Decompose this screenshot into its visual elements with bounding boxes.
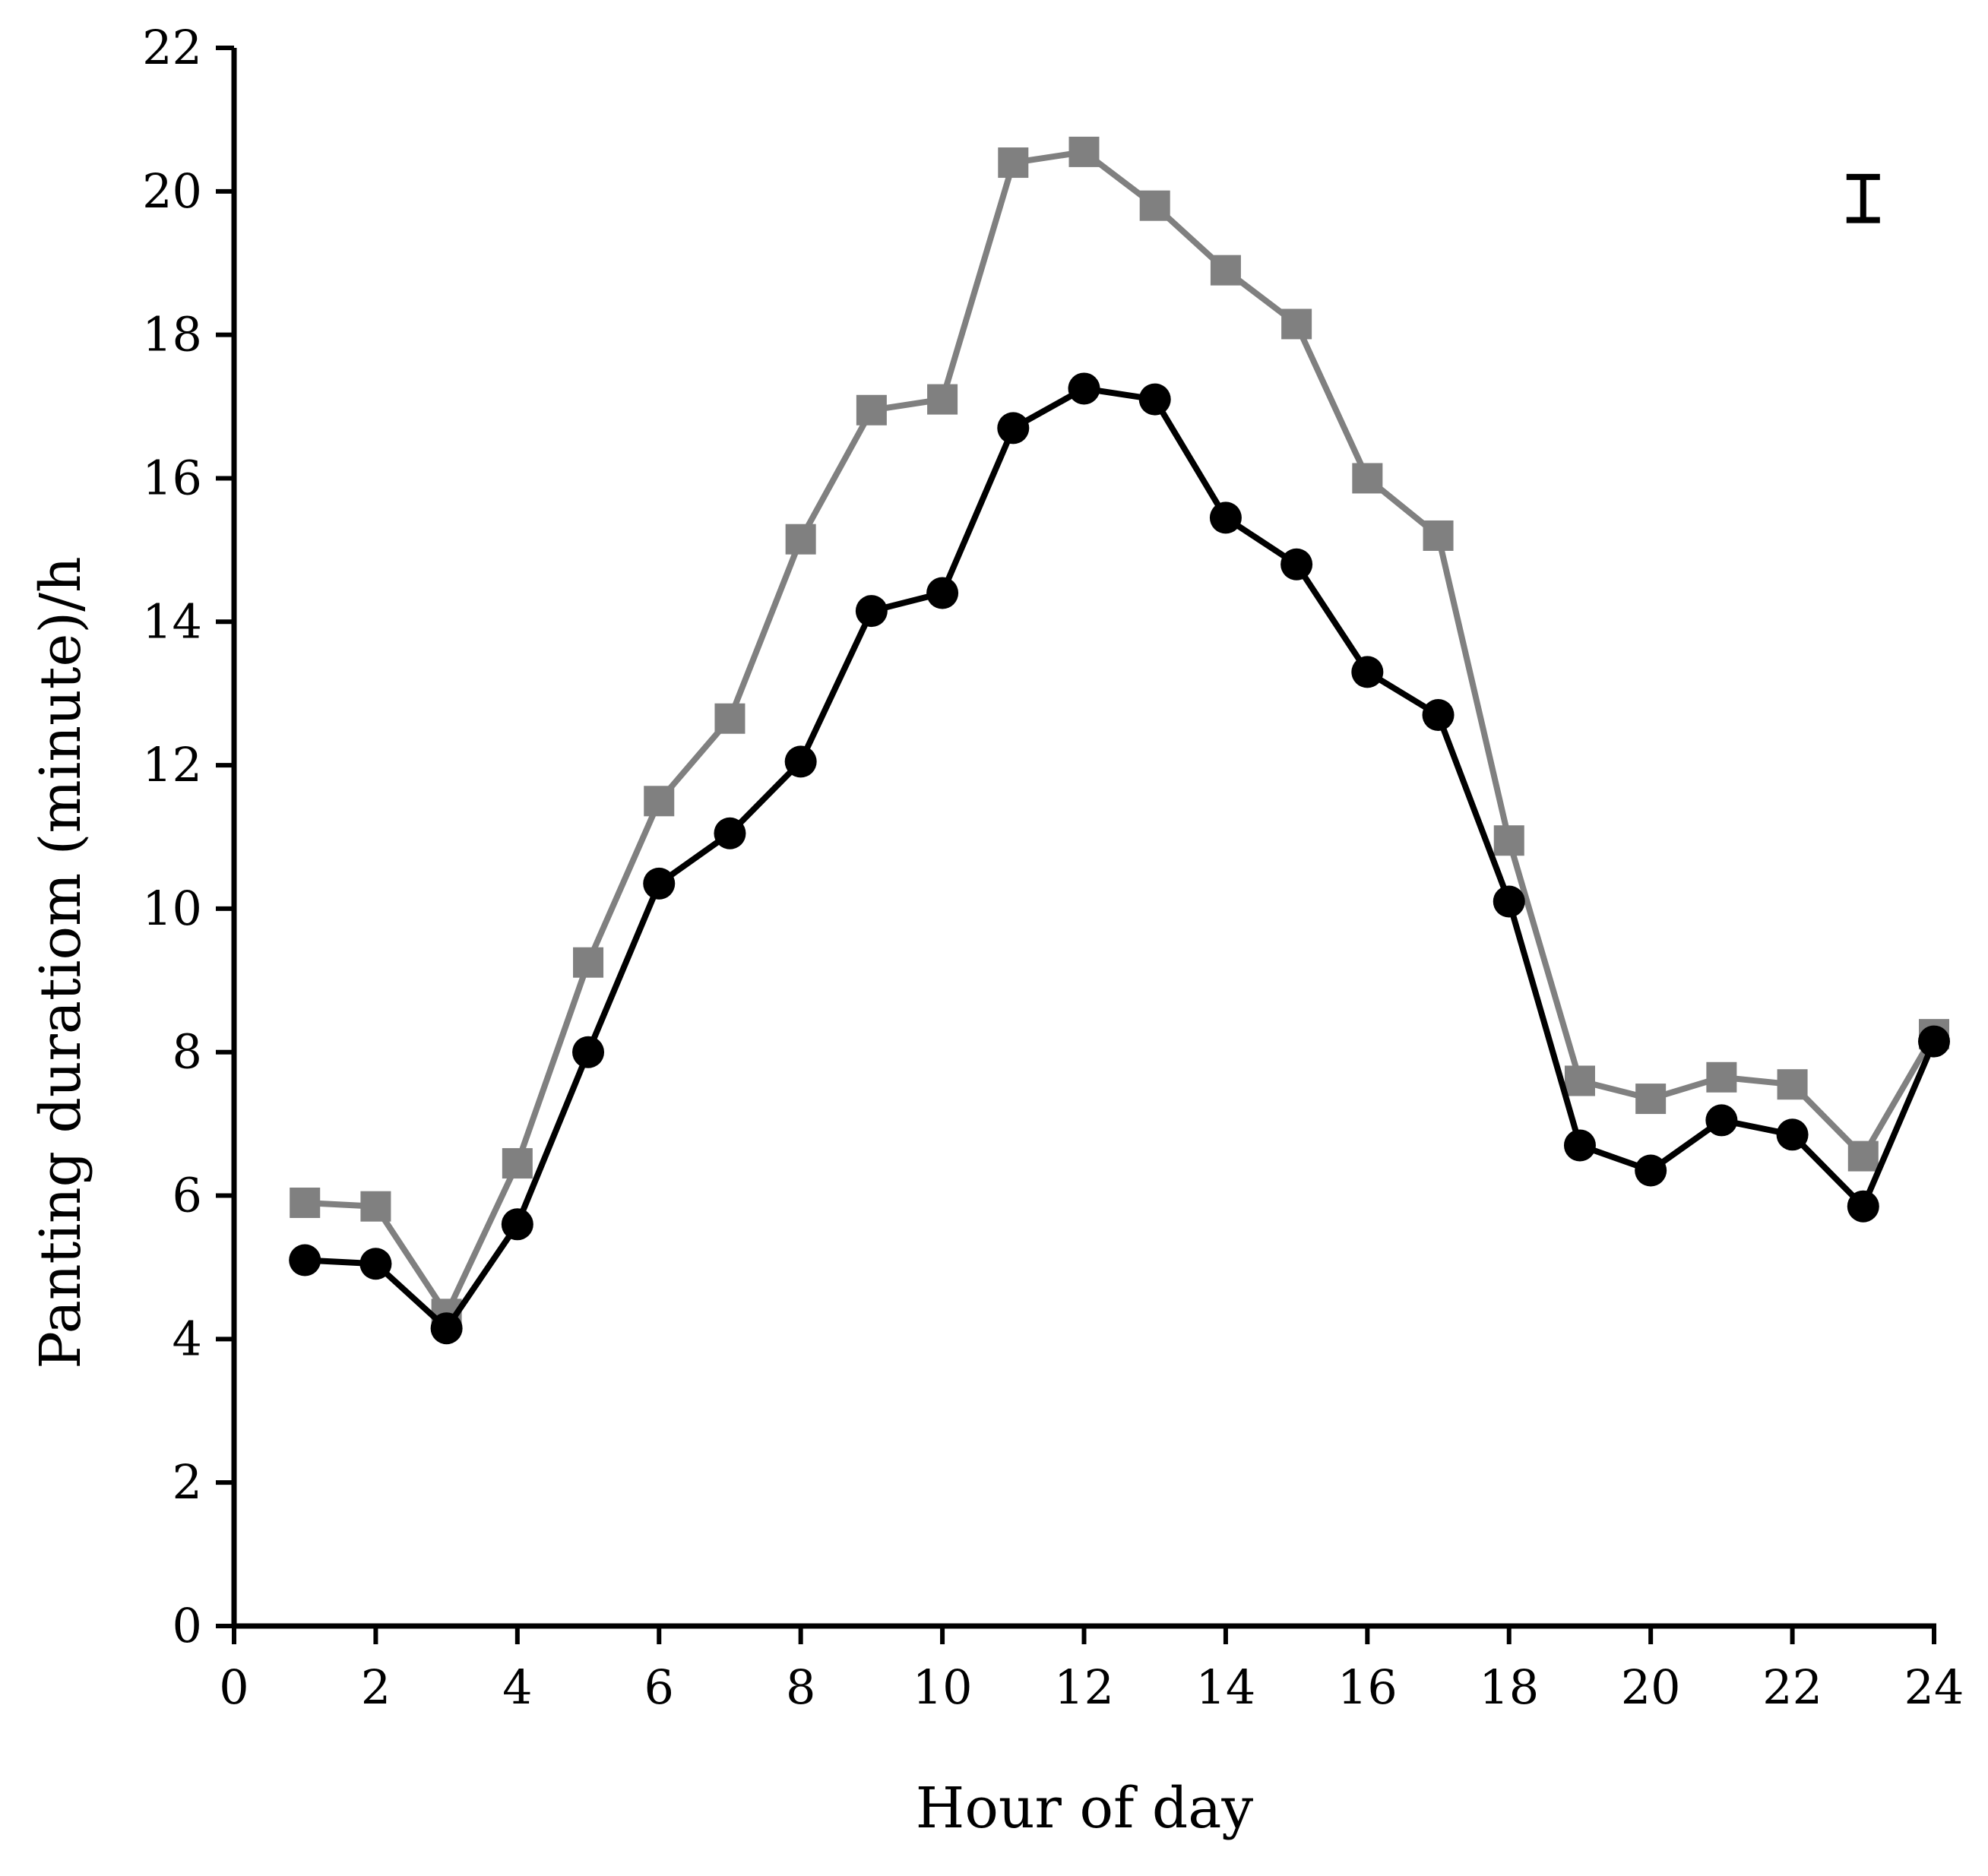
y-tick-label: 0 [173,1598,202,1653]
x-tick-label: 24 [1904,1659,1964,1715]
series-2-line [304,385,1937,1332]
series-1-point [1423,520,1454,551]
series-2 [289,372,1950,1345]
y-tick-label: 12 [142,737,202,792]
series-1-point [573,947,604,978]
series-2-point [1776,1118,1809,1151]
error-bar-group [1846,173,1880,223]
x-tick-label: 12 [1054,1659,1114,1715]
series-2-point [784,745,817,778]
series-2-point [1493,885,1525,918]
series-1-point [1706,1061,1737,1093]
series-1-point [360,1191,391,1222]
series-1-point [1564,1065,1595,1096]
series-2-point [1209,501,1242,534]
series-2-point [1422,699,1455,732]
series-2-point [572,1036,605,1068]
y-tick-label: 8 [173,1024,202,1080]
x-tick-label: 2 [361,1659,391,1715]
y-tick-label: 16 [142,450,202,505]
series-1-point [290,1187,321,1218]
x-axis-title: Hour of day [916,1776,1254,1841]
y-axis-title: Panting duratiom (minute)/h [28,556,93,1368]
series-2-point [1563,1129,1596,1162]
series-2-point [643,867,676,900]
x-tick-label: 16 [1337,1659,1398,1715]
y-tick-label: 22 [142,20,202,75]
series-1-point [1847,1140,1879,1172]
series-1-point [502,1148,533,1179]
series-2-point [289,1244,321,1277]
y-tick-label: 18 [142,307,202,362]
y-tick-label: 20 [142,163,202,219]
series-1-point [1068,136,1100,167]
x-tick-label: 10 [913,1659,973,1715]
y-tick-label: 4 [173,1311,202,1366]
series-2-point [997,412,1030,444]
x-tick-label: 4 [502,1659,532,1715]
x-tick-label: 8 [786,1659,815,1715]
series-2-point [1280,548,1313,581]
series-2-point [1635,1154,1667,1187]
series-1-point [1352,463,1383,494]
series-1-point [785,524,816,555]
y-tick-label: 10 [142,881,202,936]
y-tick-label: 14 [142,593,202,649]
x-tick-label: 6 [644,1659,674,1715]
series-2-point [926,577,959,609]
x-tick-label: 18 [1479,1659,1539,1715]
series-2-point [1847,1190,1879,1223]
series-1-point [1493,825,1524,856]
x-tick-label: 14 [1195,1659,1255,1715]
x-tick-label: 0 [219,1659,248,1715]
series-2-point [1351,656,1384,688]
y-tick-label: 2 [173,1454,202,1510]
series-1-point [1635,1084,1667,1115]
series-1-point [1281,308,1312,340]
series-2-point [1705,1104,1738,1137]
series-1-point [856,394,887,426]
series-1-point [714,703,746,734]
series-2-point [501,1208,533,1241]
x-tick-label: 20 [1621,1659,1681,1715]
series-2-point [1918,1025,1950,1058]
y-tick-label: 6 [173,1168,202,1223]
x-tick-label: 22 [1762,1659,1822,1715]
series-1-point [927,384,958,415]
series-1-point [1210,255,1241,286]
series-2-point [714,817,746,849]
series-1-point [1139,190,1170,221]
series-1-point [1777,1069,1808,1100]
series-1-point [644,786,675,817]
series-2-point [855,595,888,628]
series-2-point [359,1248,392,1280]
series-1-point [998,147,1029,179]
series-2-point [1138,383,1171,416]
series-2-point [430,1312,463,1345]
series-2-point [1068,372,1100,405]
series-layer [289,136,1950,1345]
series-1 [290,136,1949,1330]
